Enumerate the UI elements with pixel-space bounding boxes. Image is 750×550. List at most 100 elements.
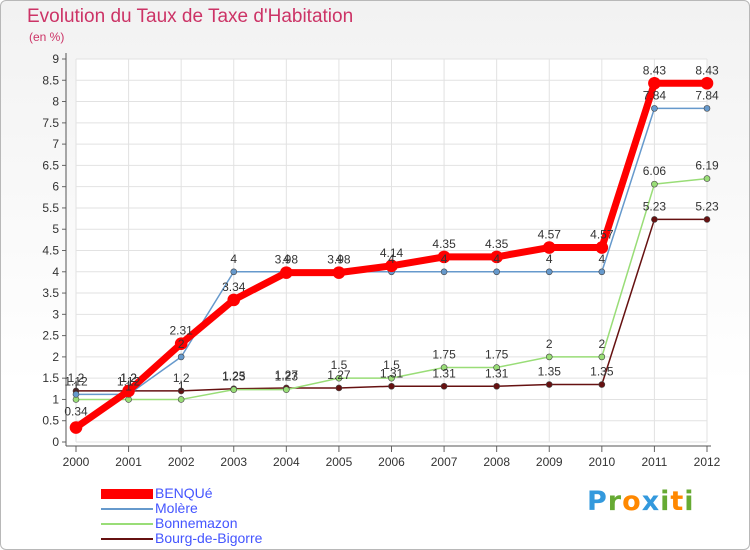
data-point — [69, 421, 83, 434]
x-tick-label: 2003 — [220, 455, 247, 469]
y-tick-label: 3 — [52, 307, 59, 321]
data-point — [177, 387, 185, 395]
data-point — [227, 293, 241, 307]
legend-swatch — [101, 538, 153, 540]
data-label: 5.23 — [695, 199, 719, 213]
logo-letter: P — [587, 486, 608, 517]
x-tick-label: 2009 — [536, 455, 563, 469]
data-point — [388, 374, 395, 382]
legend-label: Bourg-de-Bigorre — [155, 530, 263, 546]
data-label: 1.75 — [485, 348, 509, 362]
data-label: 2.31 — [169, 324, 193, 338]
data-point — [703, 105, 711, 112]
data-label: 3.34 — [222, 280, 246, 294]
data-label: 4.35 — [485, 237, 509, 251]
data-point — [493, 268, 500, 276]
data-label: 1 — [125, 379, 132, 393]
data-label: 1.25 — [222, 369, 246, 383]
legend-label: BENQUé — [155, 485, 213, 501]
x-tick-label: 2001 — [115, 455, 142, 469]
data-label: 6.19 — [695, 159, 719, 173]
data-label: 4 — [388, 252, 395, 266]
data-label: 5.23 — [643, 199, 667, 213]
data-label: 4 — [546, 252, 553, 266]
y-tick-label: 8.5 — [42, 73, 59, 87]
data-point — [648, 76, 661, 90]
logo-letter: i — [660, 486, 671, 517]
data-point — [703, 216, 711, 223]
data-point — [335, 374, 343, 382]
data-point — [72, 391, 80, 398]
data-point — [598, 268, 606, 276]
data-label: 1.2 — [173, 371, 190, 385]
data-point — [177, 396, 185, 403]
data-point — [542, 241, 556, 254]
logo-letter: x — [641, 486, 661, 517]
data-label: 1.23 — [275, 370, 299, 384]
data-label: 4 — [336, 252, 343, 266]
y-tick-label: 4.5 — [42, 244, 59, 258]
y-tick-label: 0.5 — [42, 414, 59, 428]
y-tick-label: 0 — [52, 435, 59, 449]
data-point — [440, 382, 448, 390]
chart-unit-label: (en %) — [29, 30, 65, 44]
data-label: 1.35 — [590, 365, 614, 379]
y-tick-label: 2 — [52, 350, 59, 364]
x-tick-label: 2011 — [642, 455, 668, 469]
data-label: 1.2 — [120, 371, 137, 385]
data-label: 4.57 — [538, 228, 562, 242]
data-label: 1.5 — [383, 358, 400, 372]
data-label: 2 — [178, 337, 185, 351]
legend-label: Bonnemazon — [155, 515, 238, 531]
data-point — [598, 381, 606, 388]
data-label: 7.84 — [643, 88, 667, 102]
data-label: 4.57 — [590, 228, 614, 242]
data-point — [230, 268, 238, 276]
y-tick-label: 7.5 — [42, 116, 59, 130]
x-tick-label: 2004 — [273, 455, 300, 469]
y-tick-label: 5 — [52, 222, 59, 236]
data-point — [332, 266, 346, 279]
data-point — [388, 382, 395, 390]
data-point — [651, 105, 658, 112]
data-label: 0.34 — [64, 405, 88, 419]
data-label: 3.98 — [275, 253, 299, 267]
logo-letter: i — [684, 486, 695, 517]
legend-swatch — [101, 508, 153, 510]
data-point — [440, 268, 448, 276]
data-label: 4 — [493, 252, 500, 266]
data-point — [545, 268, 553, 276]
data-point — [651, 180, 658, 188]
data-label: 4 — [598, 252, 605, 266]
y-tick-label: 6 — [52, 180, 59, 194]
data-label: 1.31 — [380, 366, 404, 380]
data-point — [122, 384, 135, 398]
data-point — [335, 384, 343, 392]
data-label: 1.75 — [432, 348, 456, 362]
y-tick-label: 5.5 — [42, 201, 59, 215]
data-label: 1.31 — [485, 366, 509, 380]
y-tick-label: 8 — [52, 95, 59, 109]
data-point — [283, 386, 290, 393]
x-tick-label: 2008 — [483, 455, 510, 469]
data-point — [545, 381, 553, 388]
y-tick-label: 3.5 — [42, 286, 59, 300]
data-label: 4 — [441, 252, 448, 266]
data-point — [700, 76, 714, 90]
data-label: 1.2 — [120, 371, 137, 385]
data-label: 1.35 — [538, 365, 562, 379]
data-label: 4 — [283, 252, 290, 266]
data-point — [493, 382, 500, 390]
data-label: 1.12 — [117, 374, 141, 388]
y-tick-label: 6.5 — [42, 158, 59, 172]
x-tick-label: 2005 — [326, 455, 353, 469]
y-tick-label: 4 — [52, 265, 59, 279]
data-label: 1.27 — [275, 368, 299, 382]
data-point — [385, 259, 398, 273]
logo-letter: t — [670, 486, 685, 517]
y-tick-label: 1.5 — [42, 371, 59, 385]
data-label: 1 — [73, 379, 80, 393]
data-label: 8.43 — [643, 63, 667, 77]
x-tick-label: 2012 — [694, 455, 721, 469]
